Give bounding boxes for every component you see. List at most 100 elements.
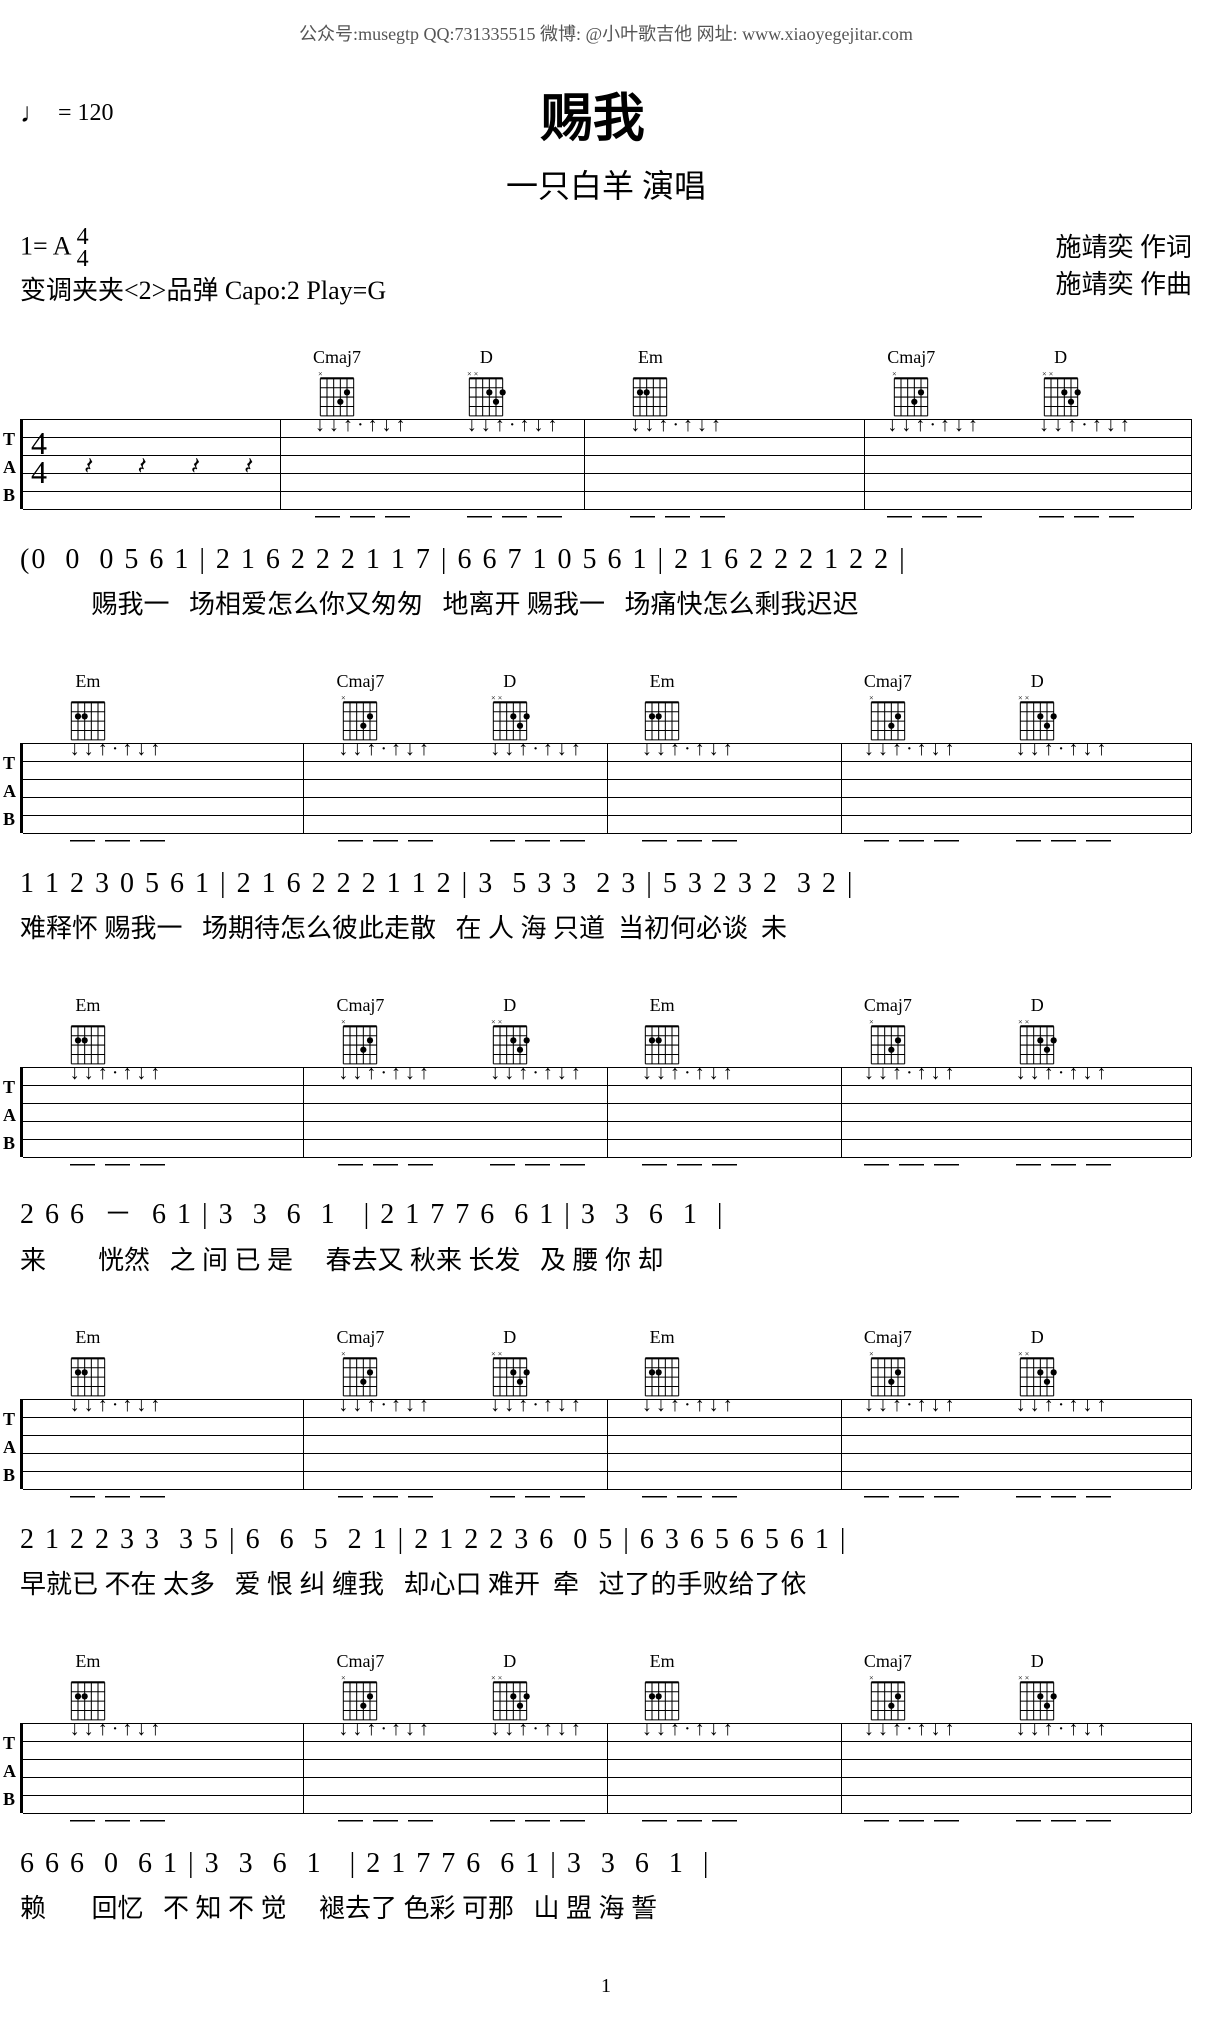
svg-text:×: × (341, 1018, 346, 1026)
subtitle: 一只白羊 演唱 (20, 161, 1192, 207)
music-system: EmCmaj7×D××EmCmaj7×D××TAB↓↓↑·↑↓↑↓↓↑·↑↓↑↓… (20, 1651, 1192, 1925)
chord-slot: Em (67, 995, 109, 1068)
lyrics-line: 来 恍然 之 间 已 是 春去又 秋来 长发 及 腰 你 却 (20, 1240, 1192, 1277)
chord-slot: D×× (489, 1327, 531, 1400)
strum-pattern: ↓↓↑·↑↓↑ (630, 414, 721, 437)
svg-text:×: × (1042, 370, 1047, 378)
chord-diagram-icon: ×× (489, 1018, 531, 1068)
jianpu-numbers: 6 6 6 0 6 1 | 3 3 6 1 | 2 1 7 7 6 6 1 | … (20, 1848, 1192, 1880)
svg-text:×: × (341, 694, 346, 702)
strum-pattern: ↓↓↑·↑↓↑ (70, 1394, 161, 1417)
rhythm-beam (630, 513, 730, 521)
chord-slot: D×× (489, 671, 531, 744)
chord-diagram-icon (67, 694, 109, 744)
tab-letter: T (3, 1733, 15, 1754)
rhythm-beam (490, 1817, 590, 1825)
lyrics-line: 赖 回忆 不 知 不 觉 褪去了 色彩 可那 山 盟 海 誓 (20, 1888, 1192, 1925)
chord-diagram-icon (641, 1018, 683, 1068)
chord-slot: Em (641, 1327, 683, 1400)
strum-pattern: ↓↓↑·↑↓↑ (70, 738, 161, 761)
lyricist: 施靖奕 作词 (1055, 227, 1192, 264)
chord-diagram-icon: × (890, 370, 932, 420)
chord-diagram-icon (641, 1350, 683, 1400)
rest-symbols: 𝄽 𝄽 𝄽 𝄽 (83, 454, 270, 481)
strum-pattern: ↓↓↑·↑↓↑ (338, 1062, 429, 1085)
chords-row: EmCmaj7×D××EmCmaj7×D×× (20, 671, 1192, 741)
jianpu-numbers: 2 1 2 2 3 3 3 5 | 6 6 5 2 1 | 2 1 2 2 3 … (20, 1524, 1192, 1556)
chord-slot: D×× (1016, 995, 1058, 1068)
svg-text:×: × (497, 1674, 502, 1682)
svg-text:×: × (341, 1674, 346, 1682)
chord-slot: Cmaj7× (864, 671, 912, 744)
tab-staff: TAB↓↓↑·↑↓↑↓↓↑·↑↓↑↓↓↑·↑↓↑↓↓↑·↑↓↑↓↓↑·↑↓↑↓↓… (20, 1723, 1192, 1813)
svg-text:×: × (1048, 370, 1053, 378)
strum-pattern: ↓↓↑·↑↓↑ (887, 414, 978, 437)
chord-name-label: Cmaj7 (887, 347, 935, 368)
chord-slot: Em (67, 1651, 109, 1724)
staff-time-signature: 44 (31, 429, 47, 487)
chord-name-label: Em (75, 671, 100, 692)
music-system: Cmaj7×D××EmCmaj7×D××TAB44𝄽 𝄽 𝄽 𝄽↓↓↑·↑↓↑↓… (20, 347, 1192, 621)
chord-slot: Em (67, 671, 109, 744)
chord-diagram-icon: ×× (489, 1674, 531, 1724)
chord-slot: Em (629, 347, 671, 420)
chord-name-label: Cmaj7 (313, 347, 361, 368)
tab-letter: A (3, 1437, 16, 1458)
chords-row: EmCmaj7×D××EmCmaj7×D×× (20, 1651, 1192, 1721)
chords-row: EmCmaj7×D××EmCmaj7×D×× (20, 995, 1192, 1065)
chord-slot: Cmaj7× (864, 1651, 912, 1724)
svg-text:×: × (318, 370, 323, 378)
chord-diagram-icon: × (867, 1350, 909, 1400)
jianpu-numbers: (0 0 0 5 6 1 | 2 1 6 2 2 2 1 1 7 | 6 6 7… (20, 544, 1192, 576)
strum-pattern: ↓↓↑·↑↓↑ (642, 1718, 733, 1741)
svg-text:×: × (869, 694, 874, 702)
chord-slot: Cmaj7 × (336, 1651, 384, 1724)
strum-pattern: ↓↓↑·↑↓↑ (1016, 1394, 1107, 1417)
chord-slot: Em (641, 671, 683, 744)
chord-name-label: Cmaj7 (336, 1651, 384, 1672)
chord-name-label: D (503, 1651, 516, 1672)
chord-diagram-icon: ×× (1016, 694, 1058, 744)
rhythm-beam (490, 837, 590, 845)
rhythm-beam (864, 1493, 964, 1501)
chord-diagram-icon: × (867, 1674, 909, 1724)
chord-slot: D×× (1016, 1327, 1058, 1400)
svg-text:×: × (467, 370, 472, 378)
chord-diagram-icon: × (316, 370, 358, 420)
chord-diagram-icon (629, 370, 671, 420)
rhythm-beam (490, 1161, 590, 1169)
tab-letter: B (3, 1465, 15, 1486)
strum-pattern: ↓↓↑·↑↓↑ (1016, 1062, 1107, 1085)
svg-text:×: × (1018, 1018, 1023, 1026)
chord-name-label: Em (75, 995, 100, 1016)
song-title: 赐我 (541, 76, 645, 151)
chord-name-label: Cmaj7 (864, 1327, 912, 1348)
time-signature: 44 (77, 227, 89, 270)
chord-diagram-icon: × (867, 1018, 909, 1068)
chord-slot: Cmaj7× (864, 1327, 912, 1400)
jianpu-numbers: 2 6 6 － 6 1 | 3 3 6 1 | 2 1 7 7 6 6 1 | … (20, 1192, 1192, 1232)
tab-staff: TAB↓↓↑·↑↓↑↓↓↑·↑↓↑↓↓↑·↑↓↑↓↓↑·↑↓↑↓↓↑·↑↓↑↓↓… (20, 1067, 1192, 1157)
svg-text:×: × (892, 370, 897, 378)
rhythm-beam (887, 513, 987, 521)
chord-name-label: Cmaj7 (336, 671, 384, 692)
svg-text:×: × (1025, 1674, 1030, 1682)
chord-slot: Em (641, 995, 683, 1068)
chord-name-label: D (1031, 1651, 1044, 1672)
rhythm-beam (1016, 1493, 1116, 1501)
rhythm-beam (864, 837, 964, 845)
chord-diagram-icon: ×× (489, 1350, 531, 1400)
chord-name-label: Em (650, 671, 675, 692)
tab-letter: T (3, 1077, 15, 1098)
key-label: 1= A (20, 232, 70, 261)
strum-pattern: ↓↓↑·↑↓↑ (642, 1062, 733, 1085)
chord-diagram-icon: × (339, 1674, 381, 1724)
chord-name-label: D (1031, 1327, 1044, 1348)
chord-slot: Cmaj7 × (313, 347, 361, 420)
chord-name-label: Em (650, 1327, 675, 1348)
rhythm-beam (642, 837, 742, 845)
chord-slot: Cmaj7× (864, 995, 912, 1068)
chord-name-label: D (1031, 671, 1044, 692)
chord-diagram-icon: × (339, 1350, 381, 1400)
note-symbol: ♩ (20, 98, 48, 130)
